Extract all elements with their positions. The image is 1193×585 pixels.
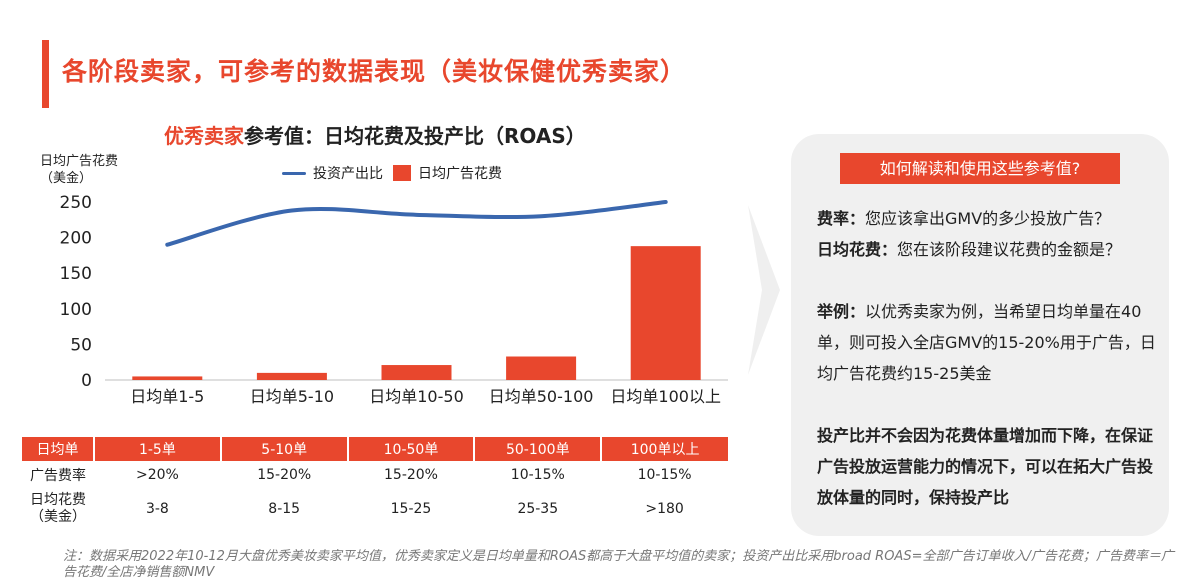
panel-example-label: 举例： [817,302,866,321]
page-title: 各阶段卖家，可参考的数据表现（美妆保健优秀卖家） [62,57,687,86]
chart-plot: 0 50 100 150 200 250 日均单1-5 日均单5-10 日均单10-50 日均单5… [60,193,728,406]
table-row-label: 日均花费 （美金） [22,489,94,529]
bar [381,365,452,380]
y-tick-label: 100 [60,300,92,320]
bar [132,376,203,380]
panel-q1-text: 您应该拿出GMV的多少投放广告？ [865,209,1111,228]
y-axis-unit: 日均广告花费 （美金） [40,153,118,187]
table-header-cell: 5-10单 [220,437,349,461]
panel-conclusion: 投产比并不会因为花费体量增加而下降，在保证广告投放运营能力的情况下，可以在拓大广… [817,426,1154,507]
table-cell: 10-15% [637,467,692,483]
panel-q2: 日均花费：您在该阶段建议花费的金额是？ [817,234,1162,265]
panel-q2-label: 日均花费： [817,240,898,259]
table-cell: 15-25 [390,500,432,517]
table-cell: 25-35 [517,500,559,517]
table-cell: >20% [135,467,179,483]
table-cell: 8-15 [268,500,301,517]
legend-bar-swatch [393,165,411,181]
table-cell: 3-8 [145,500,169,517]
panel-header: 如何解读和使用这些参考值? [840,153,1120,184]
y-tick-label: 250 [60,193,92,213]
table-header-cell: 1-5单 [94,437,222,461]
table-header-cell: 日均单 [22,437,95,461]
table-cell: 15-20% [257,467,312,483]
table-header-cell: 10-50单 [347,437,476,461]
y-axis-unit-line1: 日均广告花费 [40,154,119,169]
chevron-right-icon [748,205,780,375]
bar [630,246,701,380]
chart-title-rest: 参考值：日均花费及投产比（ROAS） [244,124,586,148]
table-header-row: 日均单 1-5单 5-10单 10-50单 50-100单 100单以上 [22,437,728,461]
table-row-label-line2: （美金） [30,509,86,525]
table-row: 日均花费 （美金） 3-8 8-15 15-25 25-35 >180 [22,489,728,529]
panel-q1: 费率：您应该拿出GMV的多少投放广告？ [817,203,1162,234]
table-header-cell: 100单以上 [601,437,728,461]
chart-title: 优秀卖家参考值：日均花费及投产比（ROAS） [164,120,586,149]
table-cell: >180 [645,500,684,517]
legend-line-label: 投资产出比 [313,166,383,182]
x-category-label: 日均单1-5 [130,387,204,406]
x-category-label: 日均单5-10 [250,387,334,406]
y-tick-label: 150 [60,264,92,284]
panel-example-text: 以优秀卖家为例，当希望日均单量在40单，则可投入全店GMV的15-20%用于广告… [817,302,1156,383]
panel-body: 费率：您应该拿出GMV的多少投放广告？ 日均花费：您在该阶段建议花费的金额是？ … [817,203,1162,513]
chart-title-highlight: 优秀卖家 [164,124,244,148]
panel-q2-text: 您在该阶段建议花费的金额是？ [897,240,1122,259]
explanation-panel [791,134,1169,536]
panel-spacer [817,265,1162,296]
panel-q1-label: 费率： [817,209,866,228]
legend-bar-label: 日均广告花费 [418,166,502,182]
table-row: 广告费率 >20% 15-20% 15-20% 10-15% 10-15% [22,461,728,489]
table-row-label: 广告费率 [30,468,86,484]
y-tick-label: 200 [60,229,92,249]
legend-line-swatch [282,171,306,175]
bar [506,356,577,380]
roas-line [165,200,668,247]
title-accent-bar [42,40,49,108]
panel-example: 举例：以优秀卖家为例，当希望日均单量在40单，则可投入全店GMV的15-20%用… [817,296,1162,389]
x-category-label: 日均单10-50 [369,387,464,406]
footnote: 注：数据采用2022年10-12月大盘优秀美妆卖家平均值，优秀卖家定义是日均单量… [63,549,1174,580]
bar [256,372,327,380]
table-header-cell: 50-100单 [474,437,603,461]
reference-table: 日均单 1-5单 5-10单 10-50单 50-100单 100单以上 广告费… [22,437,728,529]
chart-legend: 投资产出比 日均广告花费 [282,163,502,183]
y-axis-unit-line2: （美金） [40,171,93,186]
table-cell: 10-15% [510,467,565,483]
y-tick-label: 50 [70,335,92,355]
table-cell: 15-20% [384,467,438,483]
x-category-label: 日均单50-100 [489,387,594,406]
panel-spacer [817,389,1162,420]
table-row-label-line1: 日均花费 [30,492,86,508]
y-tick-label: 0 [81,371,92,391]
x-category-label: 日均单100以上 [610,387,721,406]
